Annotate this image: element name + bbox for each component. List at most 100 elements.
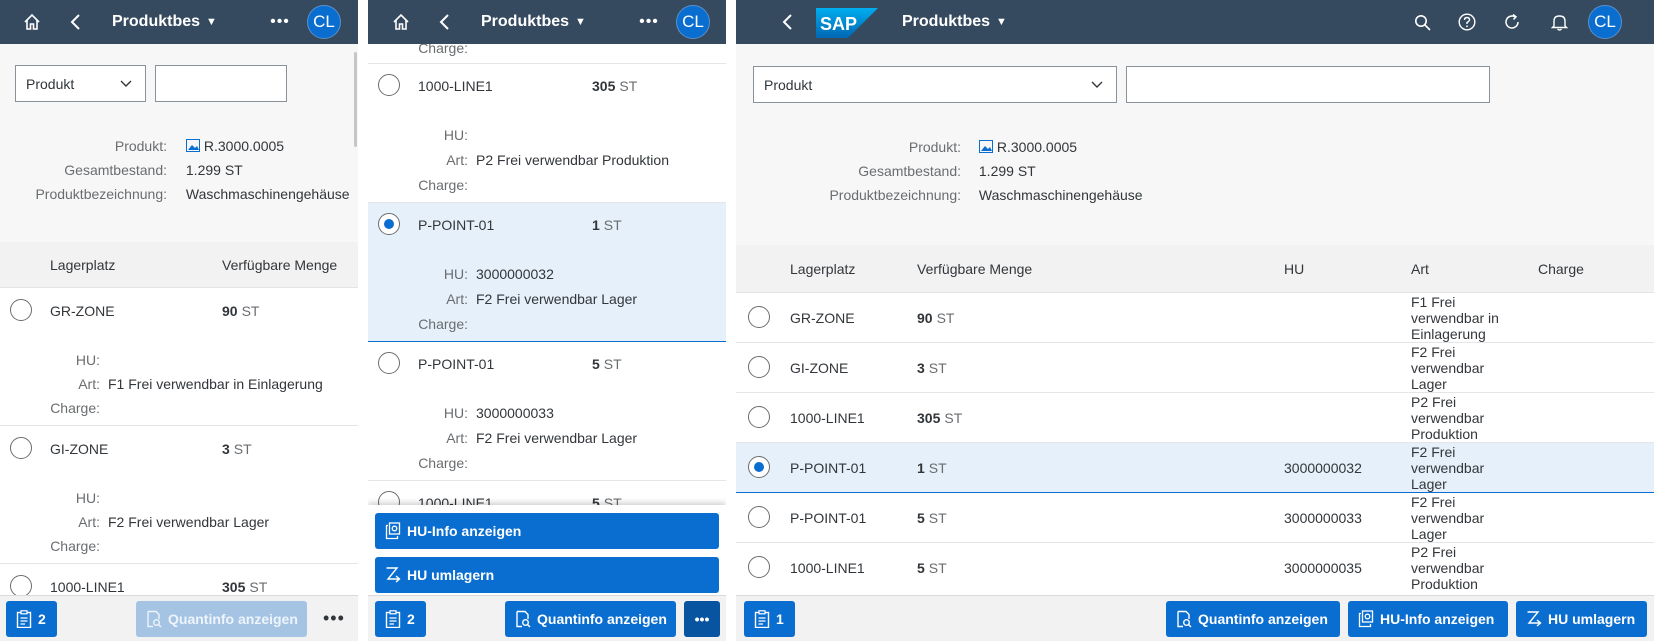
list-item[interactable]: P-POINT-01 5 ST HU: 3000000033 Art: F2 Frei… bbox=[368, 342, 726, 481]
document-search-icon bbox=[516, 610, 531, 628]
filter-dropdown[interactable]: Produkt bbox=[753, 66, 1117, 103]
column-lagerplatz[interactable]: Lagerplatz bbox=[790, 261, 856, 277]
table-row[interactable]: 1000-LINE1 305 ST P2 Frei verwendbar Prod… bbox=[736, 393, 1654, 443]
filter-dropdown[interactable]: Produkt bbox=[15, 65, 146, 102]
divider bbox=[358, 0, 368, 641]
column-charge[interactable]: Charge bbox=[1538, 261, 1584, 277]
column-menge[interactable]: Verfügbare Menge bbox=[917, 261, 1033, 277]
shell-bar: Produktbes ▼ ••• CL bbox=[368, 0, 726, 44]
row-radio[interactable] bbox=[10, 299, 32, 321]
scrollbar[interactable] bbox=[354, 52, 357, 147]
more-icon[interactable]: ••• bbox=[639, 13, 659, 30]
more-icon[interactable]: ••• bbox=[270, 13, 290, 30]
clipboard-icon bbox=[754, 610, 770, 628]
transfer-icon bbox=[1527, 611, 1542, 627]
document-info-icon bbox=[1358, 610, 1374, 628]
home-icon[interactable] bbox=[383, 0, 419, 44]
row-radio[interactable] bbox=[378, 352, 400, 374]
quantinfo-button[interactable]: Quantinfo anzeigen bbox=[505, 601, 676, 637]
panel-desktop-table: SAP Produktbes ▼ CL Produkt Produkt: R.30… bbox=[736, 0, 1654, 641]
table-row[interactable]: GR-ZONE 90 ST F1 Frei verwendbar in Einla… bbox=[736, 293, 1654, 343]
list-item[interactable]: 1000-LINE1 305 ST HU: Art: P2 Frei verwend… bbox=[368, 64, 726, 203]
filter-dropdown-value: Produkt bbox=[764, 76, 813, 93]
panel-phone-overflow: Charge: 1000-LINE1 305 ST HU: Art: P2 Frei… bbox=[368, 0, 726, 641]
back-icon[interactable] bbox=[427, 0, 463, 44]
back-icon[interactable] bbox=[58, 0, 94, 44]
row-radio[interactable] bbox=[10, 437, 32, 459]
list-item[interactable]: 1000-LINE1 305 ST bbox=[0, 564, 358, 604]
row-radio[interactable] bbox=[748, 406, 770, 428]
row-radio[interactable] bbox=[10, 575, 32, 597]
row-radio[interactable] bbox=[378, 74, 400, 96]
list-item[interactable]: GR-ZONE 90 ST HU: Art: F1 Frei verwendbar … bbox=[0, 288, 358, 426]
overflow-button[interactable]: ••• bbox=[684, 601, 720, 637]
row-radio[interactable] bbox=[748, 456, 770, 478]
divider bbox=[726, 0, 736, 641]
huinfo-menu-button[interactable]: HU-Info anzeigen bbox=[375, 513, 719, 549]
footer-toolbar: 2 Quantinfo anzeigen ••• bbox=[0, 595, 358, 641]
row-radio[interactable] bbox=[748, 356, 770, 378]
back-icon[interactable] bbox=[770, 0, 806, 44]
quantinfo-button[interactable]: Quantinfo anzeigen bbox=[1166, 601, 1340, 637]
row-radio[interactable] bbox=[748, 306, 770, 328]
list-item-partial: Charge: bbox=[368, 40, 726, 64]
app-title-dropdown[interactable]: Produktbes ▼ bbox=[902, 13, 1007, 30]
gesamtbestand-field: Gesamtbestand: 1.299 ST bbox=[858, 163, 1036, 179]
sap-logo[interactable]: SAP bbox=[816, 8, 878, 38]
avatar[interactable]: CL bbox=[307, 5, 341, 39]
shell-bar: SAP Produktbes ▼ CL bbox=[736, 0, 1654, 44]
overflow-button[interactable]: ••• bbox=[323, 608, 345, 628]
avatar[interactable]: CL bbox=[676, 5, 710, 39]
column-menge[interactable]: Verfügbare Menge bbox=[222, 257, 338, 273]
table-row-selected[interactable]: P-POINT-01 1 ST 3000000032 F2 Frei verwen… bbox=[736, 443, 1654, 493]
table-header: Lagerplatz Verfügbare Menge HU Art Charg… bbox=[736, 245, 1654, 293]
produkt-field: Produkt: R.3000.0005 bbox=[908, 139, 1078, 155]
caret-down-icon: ▼ bbox=[206, 16, 217, 28]
list-item[interactable]: GI-ZONE 3 ST HU: Art: F2 Frei verwendbar L… bbox=[0, 426, 358, 564]
table-header: Lagerplatz Verfügbare Menge bbox=[0, 242, 358, 288]
object-header: Produkt Produkt: R.3000.0005 Gesamtbesta… bbox=[0, 44, 358, 242]
object-header: Produkt Produkt: R.3000.0005 Gesamtbesta… bbox=[736, 44, 1654, 245]
row-radio[interactable] bbox=[748, 506, 770, 528]
app-title-dropdown[interactable]: Produktbes ▼ bbox=[481, 13, 586, 30]
huinfo-button[interactable]: HU-Info anzeigen bbox=[1348, 601, 1508, 637]
table-row[interactable]: P-POINT-01 5 ST 3000000033 F2 Frei verwen… bbox=[736, 493, 1654, 543]
column-hu[interactable]: HU bbox=[1284, 261, 1305, 277]
clipboard-icon bbox=[385, 610, 401, 628]
umlagern-menu-button[interactable]: HU umlagern bbox=[375, 557, 719, 593]
selection-count-button[interactable]: 1 bbox=[744, 601, 795, 637]
chevron-down-icon bbox=[120, 80, 132, 87]
table-row[interactable]: 1000-LINE1 5 ST 3000000035 P2 Frei verwen… bbox=[736, 543, 1654, 595]
image-icon bbox=[978, 140, 993, 153]
selection-count-button[interactable]: 2 bbox=[375, 601, 426, 637]
column-lagerplatz[interactable]: Lagerplatz bbox=[50, 257, 116, 273]
document-info-icon bbox=[385, 522, 401, 540]
produktbezeichnung-field: Produktbezeichnung: Waschmaschinengehäus… bbox=[829, 187, 1143, 203]
caret-down-icon: ▼ bbox=[575, 16, 586, 28]
shell-bar: Produktbes ▼ ••• CL bbox=[0, 0, 358, 44]
avatar[interactable]: CL bbox=[1588, 5, 1622, 39]
list-item-selected[interactable]: P-POINT-01 1 ST HU: 3000000032 Art: F2 Frei… bbox=[368, 203, 726, 342]
refresh-icon[interactable] bbox=[1494, 0, 1530, 44]
search-icon[interactable] bbox=[1404, 0, 1440, 44]
gesamtbestand-field: Gesamtbestand: 1.299 ST bbox=[64, 162, 243, 178]
chevron-down-icon bbox=[1091, 81, 1103, 88]
home-icon[interactable] bbox=[14, 0, 50, 44]
column-art[interactable]: Art bbox=[1411, 261, 1429, 277]
search-input[interactable] bbox=[155, 65, 287, 102]
document-search-icon bbox=[1177, 610, 1192, 628]
selection-count-button[interactable]: 2 bbox=[6, 601, 57, 637]
table-row[interactable]: GI-ZONE 3 ST F2 Frei verwendbar Lager bbox=[736, 343, 1654, 393]
row-radio[interactable] bbox=[378, 213, 400, 235]
produktbezeichnung-field: Produktbezeichnung: Waschmaschinengehäus… bbox=[35, 186, 350, 202]
row-radio[interactable] bbox=[748, 556, 770, 578]
svg-text:SAP: SAP bbox=[820, 14, 857, 34]
help-icon[interactable] bbox=[1449, 0, 1485, 44]
search-input[interactable] bbox=[1126, 66, 1490, 103]
umlagern-button[interactable]: HU umlagern bbox=[1516, 601, 1647, 637]
app-title-dropdown[interactable]: Produktbes ▼ bbox=[112, 13, 217, 30]
clipboard-icon bbox=[16, 610, 32, 628]
quantinfo-button[interactable]: Quantinfo anzeigen bbox=[136, 601, 307, 637]
bell-icon[interactable] bbox=[1541, 0, 1577, 44]
footer-toolbar: 2 Quantinfo anzeigen ••• bbox=[368, 595, 726, 641]
